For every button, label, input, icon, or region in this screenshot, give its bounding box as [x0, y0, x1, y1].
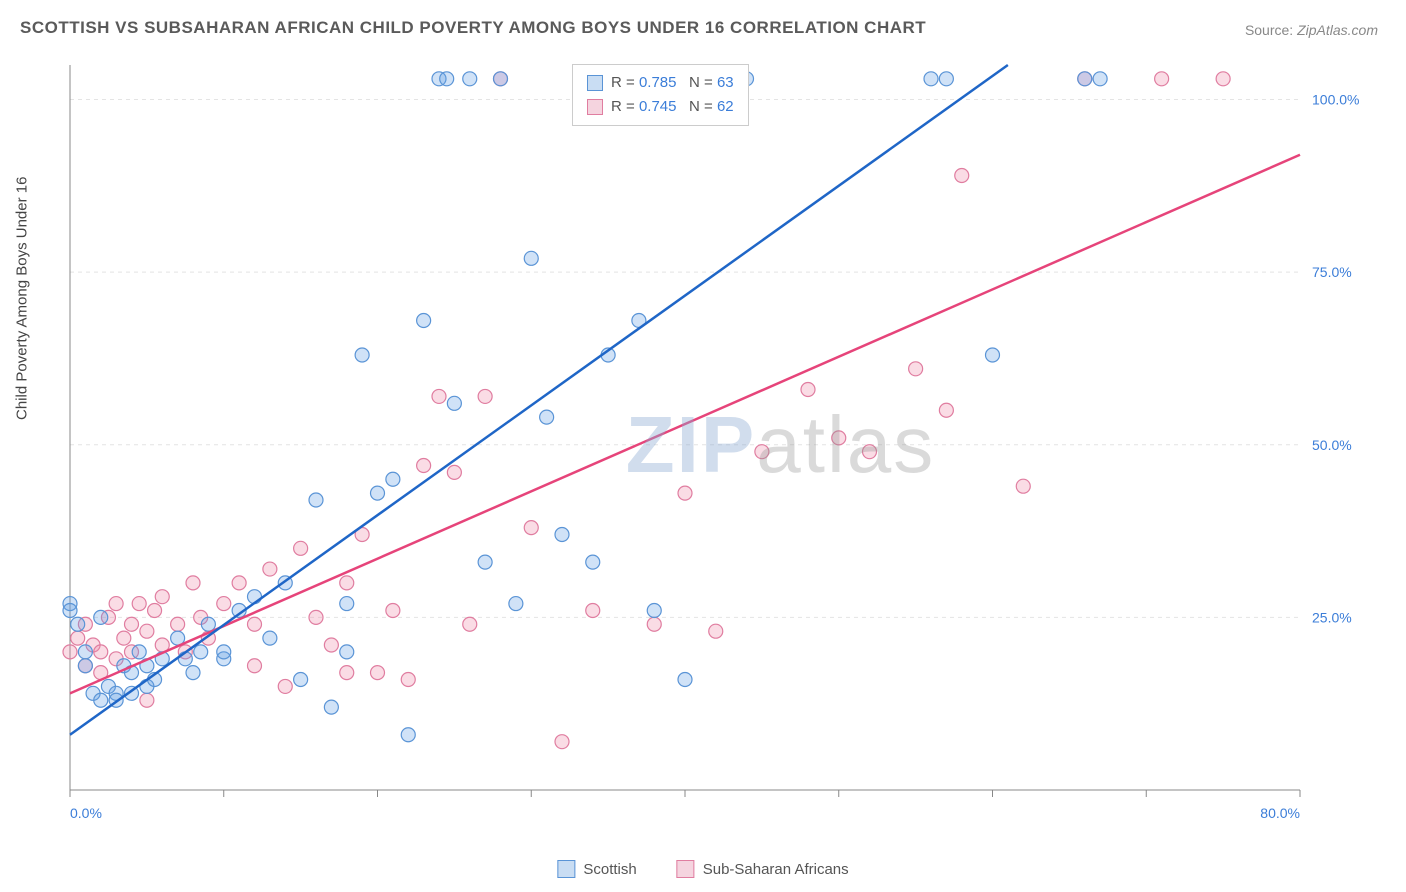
svg-text:80.0%: 80.0% [1260, 805, 1300, 821]
svg-text:25.0%: 25.0% [1312, 609, 1352, 625]
bottom-legend: Scottish Sub-Saharan Africans [557, 860, 848, 878]
legend-label-a: Scottish [583, 861, 636, 878]
legend-label-b: Sub-Saharan Africans [703, 861, 849, 878]
source-attribution: Source: ZipAtlas.com [1245, 22, 1378, 38]
y-axis-label: Child Poverty Among Boys Under 16 [14, 177, 31, 420]
stats-row-a: R = 0.785 N = 63 [587, 71, 734, 95]
svg-text:100.0%: 100.0% [1312, 92, 1359, 108]
stats-swatch-b [587, 99, 603, 115]
legend-item-a: Scottish [557, 860, 636, 878]
stats-row-b: R = 0.745 N = 62 [587, 95, 734, 119]
source-value: ZipAtlas.com [1297, 22, 1378, 38]
legend-swatch-b [677, 860, 695, 878]
stats-text-b: R = 0.745 N = 62 [611, 95, 734, 119]
svg-text:0.0%: 0.0% [70, 805, 102, 821]
stats-box: R = 0.785 N = 63 R = 0.745 N = 62 [572, 64, 749, 126]
stats-swatch-a [587, 75, 603, 91]
legend-swatch-a [557, 860, 575, 878]
svg-text:50.0%: 50.0% [1312, 437, 1352, 453]
plot-area: 0.0%80.0%25.0%50.0%75.0%100.0% ZIPatlas [60, 60, 1370, 830]
stats-text-a: R = 0.785 N = 63 [611, 71, 734, 95]
svg-text:75.0%: 75.0% [1312, 264, 1352, 280]
chart-title: SCOTTISH VS SUBSAHARAN AFRICAN CHILD POV… [20, 18, 926, 38]
source-label: Source: [1245, 22, 1293, 38]
chart-svg: 0.0% 80.0% 25.0% 50.0% 75.0% 100.0% [60, 60, 1370, 830]
legend-item-b: Sub-Saharan Africans [677, 860, 849, 878]
